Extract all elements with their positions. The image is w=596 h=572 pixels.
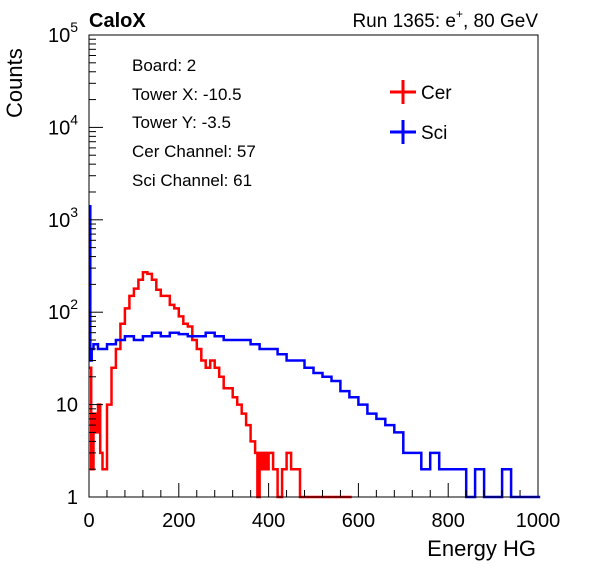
x-tick-label: 0 (83, 510, 94, 532)
run-label: Run 1365: e+, 80 GeV (352, 7, 538, 32)
y-tick-label: 103 (48, 204, 78, 232)
x-tick-label: 400 (252, 510, 285, 532)
x-tick-label: 200 (162, 510, 195, 532)
experiment-label: CaloX (89, 10, 146, 32)
run-suffix: , 80 GeV (463, 11, 538, 32)
info-board: Board: 2 (132, 56, 196, 75)
series-layer (89, 205, 541, 499)
run-superscript: + (456, 7, 463, 21)
x-tick-label: 600 (342, 510, 375, 532)
x-axis-title: Energy HG (427, 536, 536, 561)
info-box: Board: 2 Tower X: -10.5 Tower Y: -3.5 Ce… (132, 56, 256, 190)
y-tick-label: 102 (48, 296, 78, 324)
y-tick-label: 1 (67, 487, 78, 509)
y-axis-title: Counts (2, 48, 27, 118)
tick-labels-layer: 0 200 400 600 800 1000 1 10 102 103 104 105 (48, 19, 560, 532)
y-tick-label: 105 (48, 19, 78, 47)
legend: Cer Sci (390, 80, 452, 144)
legend-item-cer: Cer (390, 80, 452, 104)
info-sci-channel: Sci Channel: 61 (132, 171, 252, 190)
series-sci-line (89, 205, 541, 499)
plot-area: 0 200 400 600 800 1000 1 10 102 103 104 105 (48, 19, 560, 532)
info-cer-channel: Cer Channel: 57 (132, 142, 256, 161)
info-tower-x: Tower X: -10.5 (132, 85, 242, 104)
legend-cer-label: Cer (421, 83, 452, 104)
plot-frame (88, 34, 539, 498)
ticks-layer (88, 34, 539, 498)
x-tick-label: 800 (432, 510, 465, 532)
legend-sci-label: Sci (421, 123, 447, 144)
legend-item-sci: Sci (390, 120, 447, 144)
y-tick-label: 104 (48, 111, 78, 139)
series-cer-line (89, 271, 352, 499)
info-tower-y: Tower Y: -3.5 (132, 113, 231, 132)
run-prefix: Run 1365: e (352, 11, 456, 32)
y-tick-label: 10 (56, 395, 78, 417)
x-tick-label: 1000 (516, 510, 561, 532)
